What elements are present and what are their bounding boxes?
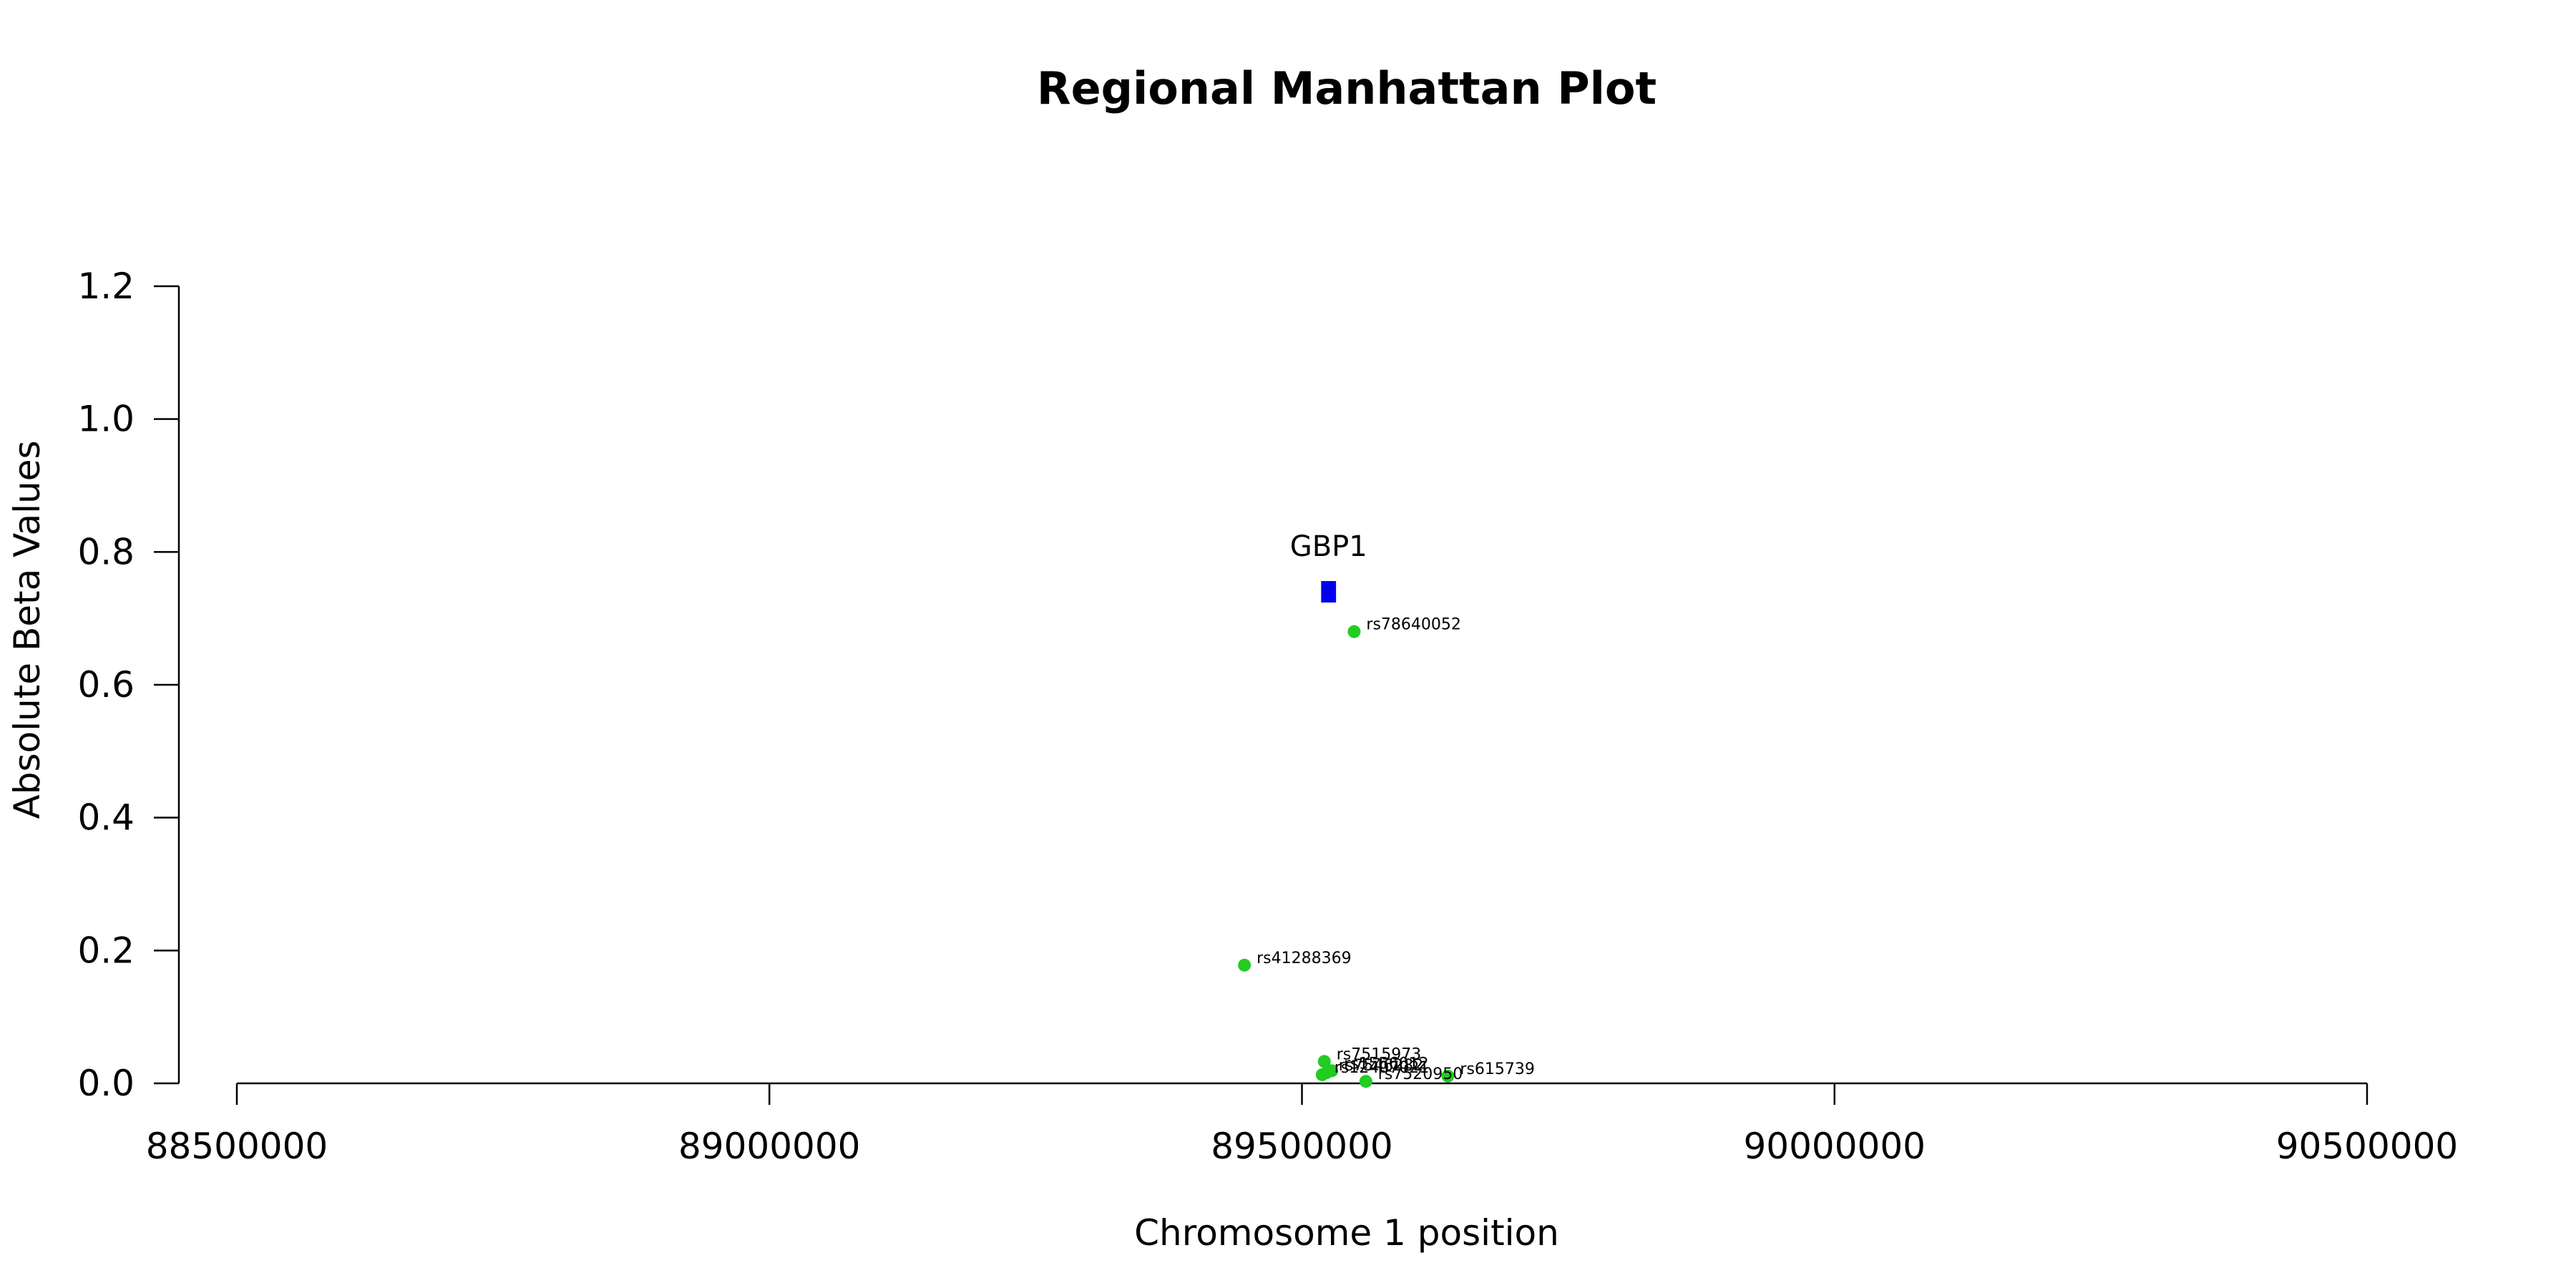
y-tick-label-5: 1.0 bbox=[77, 399, 135, 440]
y-tick-label-2: 0.4 bbox=[77, 797, 135, 839]
y-axis: 0.0 0.2 0.4 0.6 0.8 1.0 1.2 bbox=[77, 265, 180, 1104]
snp-label-4: rs7546282 bbox=[1339, 1057, 1424, 1075]
snp-point-5 bbox=[1315, 1068, 1329, 1081]
snp-label-0: rs78640052 bbox=[1366, 616, 1460, 634]
chart-title: Regional Manhattan Plot bbox=[1037, 62, 1657, 114]
y-axis-label: Absolute Beta Values bbox=[6, 441, 48, 819]
y-tick-label-6: 1.2 bbox=[77, 265, 135, 307]
x-tick-label-3: 90000000 bbox=[1744, 1126, 1926, 1167]
snp-point-0 bbox=[1347, 625, 1361, 638]
y-tick-label-0: 0.0 bbox=[77, 1063, 135, 1104]
gene-box-0 bbox=[1321, 581, 1337, 603]
snp-point-7 bbox=[1359, 1075, 1372, 1088]
snp-label-6: rs615739 bbox=[1460, 1060, 1535, 1078]
x-tick-label-1: 89000000 bbox=[678, 1126, 861, 1167]
y-tick-label-1: 0.2 bbox=[77, 930, 135, 971]
snp-point-6 bbox=[1441, 1069, 1455, 1083]
snp-label-2: rs7515973 bbox=[1337, 1045, 1422, 1063]
x-axis: 88500000 89000000 89500000 90000000 90500000 bbox=[146, 1082, 2459, 1167]
x-axis-label: Chromosome 1 position bbox=[1134, 1212, 1559, 1254]
snp-point-2 bbox=[1317, 1055, 1331, 1068]
gene-track: GBP1 bbox=[1290, 530, 1367, 603]
snp-label-7: rs7520950 bbox=[1378, 1065, 1463, 1083]
snp-label-3: rs1556012 bbox=[1344, 1055, 1429, 1073]
gene-label-0: GBP1 bbox=[1290, 530, 1367, 563]
snp-point-1 bbox=[1238, 958, 1252, 972]
x-tick-label-2: 89500000 bbox=[1211, 1126, 1393, 1167]
y-tick-label-3: 0.6 bbox=[77, 664, 135, 706]
x-tick-label-4: 90500000 bbox=[2276, 1126, 2459, 1167]
y-tick-label-4: 0.8 bbox=[77, 531, 135, 572]
x-tick-label-0: 88500000 bbox=[146, 1126, 328, 1167]
snp-points: rs78640052rs41288369rs7515973rs1556012rs… bbox=[1238, 616, 1535, 1088]
snp-label-1: rs41288369 bbox=[1257, 950, 1351, 967]
snp-label-5: rs12407021 bbox=[1335, 1059, 1429, 1077]
